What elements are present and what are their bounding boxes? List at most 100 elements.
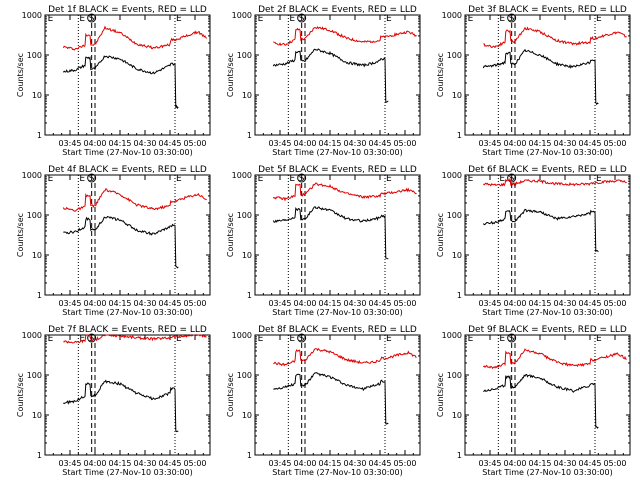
- y-tick-label: 100: [27, 371, 42, 380]
- plot-frame: [464, 174, 631, 296]
- x-axis-label: Start Time (27-Nov-10 03:30:00): [62, 308, 192, 317]
- x-tick-label: 05:00: [393, 139, 416, 148]
- series-line-events-black: [63, 379, 179, 433]
- plot-frame: [254, 14, 421, 136]
- event-marker-label: E: [48, 14, 54, 24]
- y-tick-label: 100: [447, 211, 462, 220]
- series-line-events-black: [63, 215, 179, 269]
- x-axis-label: Start Time (27-Nov-10 03:30:00): [272, 148, 402, 157]
- y-tick-label: 10: [242, 411, 252, 420]
- x-axis-label: Start Time (27-Nov-10 03:30:00): [482, 308, 612, 317]
- x-tick-label: 04:15: [318, 299, 341, 308]
- y-tick-label: 10: [242, 91, 252, 100]
- event-marker-label: E: [48, 334, 54, 344]
- event-marker-label: S: [89, 174, 95, 184]
- series-line-lld-red: [483, 26, 627, 49]
- y-tick-label: 10: [32, 251, 42, 260]
- x-tick-label: 04:45: [578, 459, 601, 468]
- series-line-lld-red: [63, 333, 207, 344]
- y-tick-label: 1000: [442, 331, 462, 340]
- y-axis-label: Counts/sec: [226, 213, 235, 257]
- chart-panel-7: Det 7f BLACK = Events, RED = LLD 1 10 100 10…: [16, 325, 211, 477]
- plot-frame: [44, 174, 211, 296]
- x-tick-label: 05:00: [603, 459, 626, 468]
- y-tick-label: 10: [32, 411, 42, 420]
- x-tick-label: 03:45: [58, 459, 81, 468]
- y-tick-label: 1: [37, 451, 42, 460]
- event-marker-label: E: [258, 334, 264, 344]
- x-tick-label: 04:15: [528, 459, 551, 468]
- y-axis-label: Counts/sec: [16, 213, 25, 257]
- x-tick-label: 05:00: [603, 139, 626, 148]
- y-axis-label: Counts/sec: [16, 373, 25, 417]
- chart-title: Det 9f BLACK = Events, RED = LLD: [468, 325, 627, 335]
- y-axis-label: Counts/sec: [436, 213, 445, 257]
- x-tick-label: 05:00: [183, 459, 206, 468]
- x-tick-label: 04:30: [553, 299, 576, 308]
- event-marker-label: E: [386, 174, 392, 184]
- chart-title: Det 8f BLACK = Events, RED = LLD: [258, 325, 417, 335]
- chart-panel-6: Det 6f BLACK = Events, RED = LLD 1 10 100 10…: [436, 165, 631, 317]
- x-tick-label: 04:00: [83, 299, 106, 308]
- x-tick-label: 03:45: [58, 299, 81, 308]
- event-marker-label: E: [499, 334, 505, 344]
- x-tick-label: 04:45: [578, 139, 601, 148]
- chart-title: Det 3f BLACK = Events, RED = LLD: [468, 5, 627, 15]
- y-tick-label: 1: [247, 451, 252, 460]
- x-tick-label: 04:00: [503, 299, 526, 308]
- x-tick-label: 04:30: [343, 459, 366, 468]
- y-tick-label: 100: [237, 371, 252, 380]
- x-tick-label: 03:45: [268, 139, 291, 148]
- y-tick-label: 1000: [22, 331, 42, 340]
- event-marker-label: E: [499, 174, 505, 184]
- x-tick-label: 05:00: [603, 299, 626, 308]
- x-axis-label: Start Time (27-Nov-10 03:30:00): [62, 468, 192, 477]
- x-tick-label: 04:45: [158, 459, 181, 468]
- event-marker-label: E: [79, 14, 85, 24]
- event-marker-label: E: [596, 14, 602, 24]
- chart-panel-1: Det 1f BLACK = Events, RED = LLD 1 10 100 10…: [16, 5, 211, 157]
- series-line-lld-red: [273, 26, 417, 46]
- event-marker-label: E: [596, 334, 602, 344]
- y-tick-label: 1000: [442, 171, 462, 180]
- event-marker-label: E: [258, 14, 264, 24]
- y-tick-label: 100: [237, 51, 252, 60]
- series-line-lld-red: [483, 177, 627, 187]
- event-marker-label: S: [299, 174, 305, 184]
- event-marker-ring: [87, 13, 97, 23]
- y-tick-label: 10: [242, 251, 252, 260]
- x-axis-label: Start Time (27-Nov-10 03:30:00): [482, 468, 612, 477]
- x-tick-label: 04:15: [108, 139, 131, 148]
- plot-frame: [464, 334, 631, 456]
- event-marker-label: E: [468, 174, 474, 184]
- event-marker-ring: [87, 173, 97, 183]
- x-tick-label: 03:45: [268, 299, 291, 308]
- series-line-events-black: [62, 55, 179, 110]
- y-axis-label: Counts/sec: [16, 53, 25, 97]
- series-line-events-black: [482, 48, 599, 106]
- chart-panel-2: Det 2f BLACK = Events, RED = LLD 1 10 100 10…: [226, 5, 421, 157]
- event-marker-label: E: [289, 334, 295, 344]
- x-tick-label: 04:15: [318, 459, 341, 468]
- series-line-events-black: [272, 48, 389, 103]
- event-marker-label: S: [89, 14, 95, 24]
- x-tick-label: 03:45: [268, 459, 291, 468]
- y-tick-label: 1000: [22, 171, 42, 180]
- y-axis-label: Counts/sec: [436, 373, 445, 417]
- y-tick-label: 1000: [232, 331, 252, 340]
- event-marker-label: E: [176, 334, 182, 344]
- event-marker-label: E: [468, 14, 474, 24]
- y-tick-label: 1: [247, 131, 252, 140]
- event-marker-label: E: [258, 174, 264, 184]
- event-marker-ring: [507, 333, 517, 343]
- x-tick-label: 04:45: [158, 299, 181, 308]
- event-marker-label: E: [289, 174, 295, 184]
- series-line-lld-red: [273, 347, 417, 367]
- y-tick-label: 1: [37, 291, 42, 300]
- x-tick-label: 04:30: [133, 299, 156, 308]
- x-tick-label: 04:15: [528, 139, 551, 148]
- y-tick-label: 100: [447, 371, 462, 380]
- chart-panel-8: Det 8f BLACK = Events, RED = LLD 1 10 100 10…: [226, 325, 421, 477]
- x-tick-label: 05:00: [183, 299, 206, 308]
